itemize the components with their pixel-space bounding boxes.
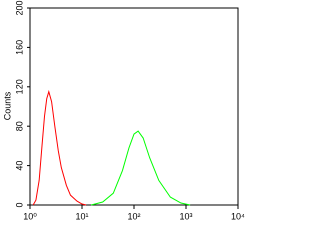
y-tick-label: 0 [14, 202, 24, 207]
y-tick-label: 160 [14, 40, 24, 55]
y-tick-label: 120 [14, 79, 24, 94]
x-tick-label: 10⁴ [231, 211, 245, 221]
chart: Counts 0 40 80 120 160 200 10⁰ 10¹ 10² 10³ 10⁴ [2, 0, 245, 221]
x-tick-label: 10⁰ [23, 211, 37, 221]
histogram-line [91, 130, 191, 206]
y-tick-label: 80 [14, 121, 24, 131]
x-tick-label: 10³ [179, 211, 192, 221]
y-tick-label: 40 [14, 161, 24, 171]
plot-frame [29, 7, 239, 206]
x-tick-label: 10¹ [75, 211, 88, 221]
y-tick-label: 200 [14, 0, 24, 15]
histogram-line [32, 89, 87, 206]
x-tick-label: 10² [127, 211, 140, 221]
y-axis-label: Counts [2, 91, 12, 120]
